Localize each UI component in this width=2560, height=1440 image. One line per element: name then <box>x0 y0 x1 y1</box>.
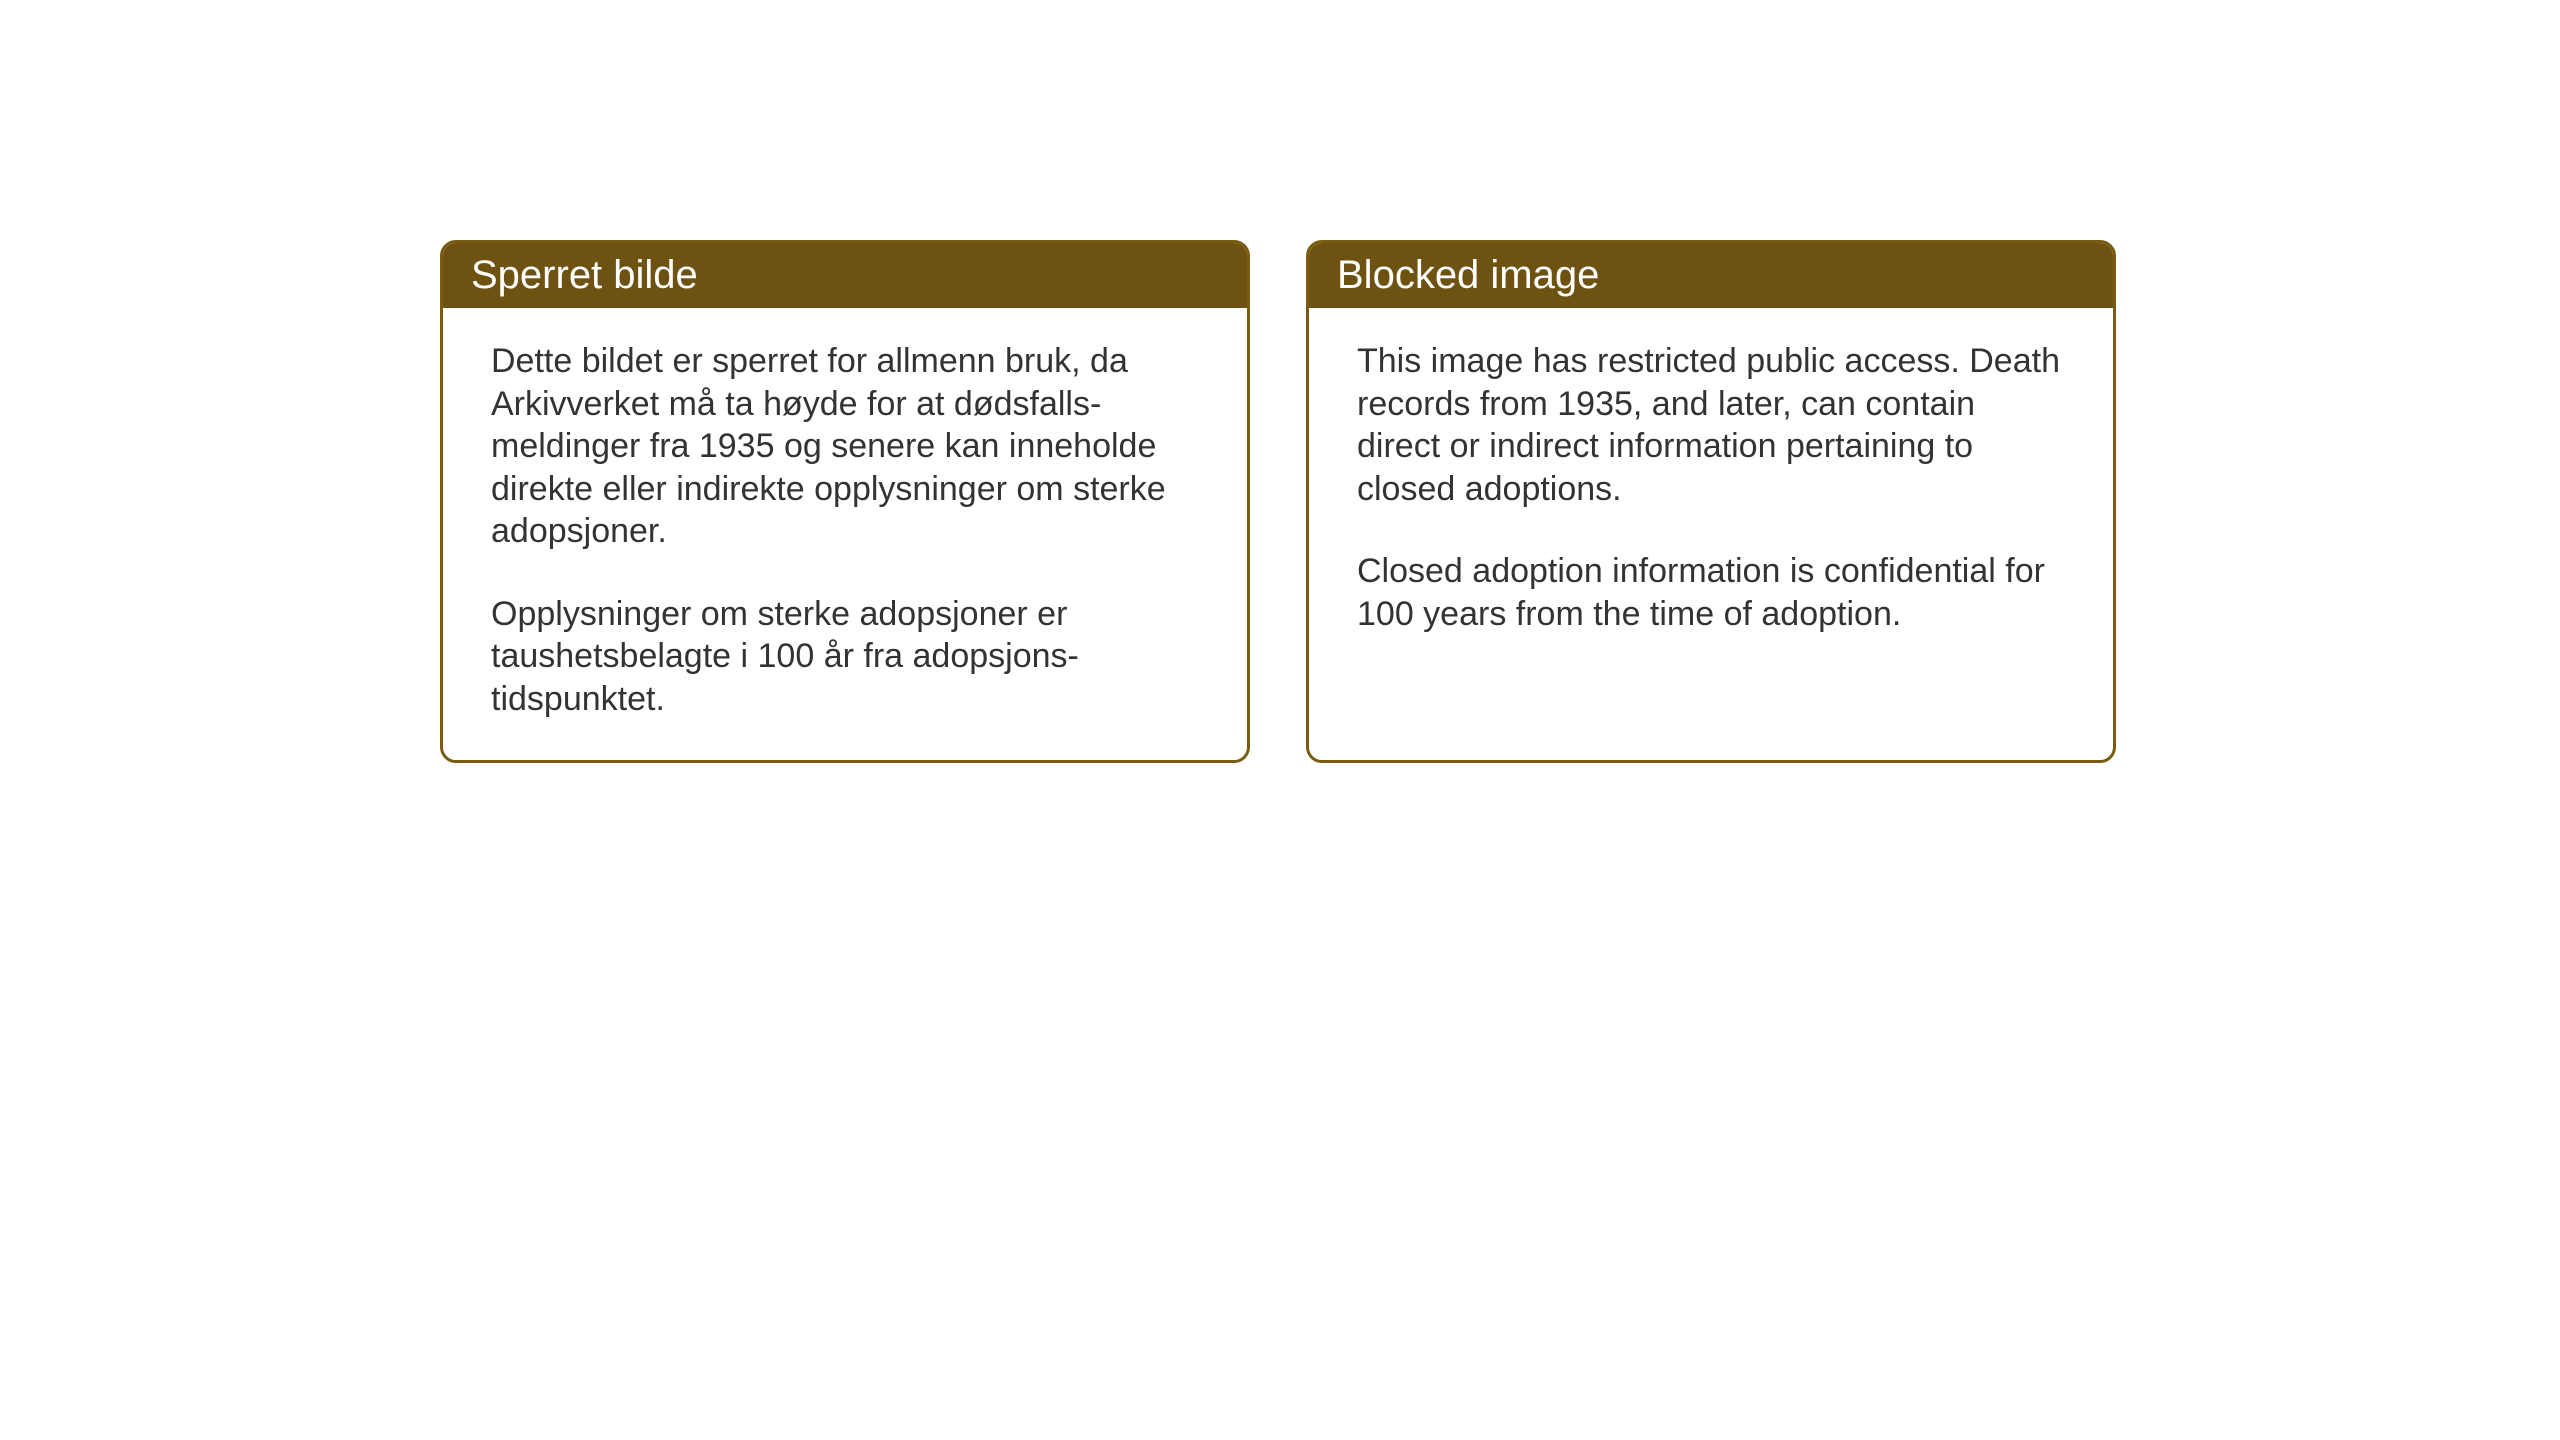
english-paragraph-1: This image has restricted public access.… <box>1357 340 2065 510</box>
norwegian-notice-body: Dette bildet er sperret for allmenn bruk… <box>443 308 1247 760</box>
norwegian-notice-header: Sperret bilde <box>443 243 1247 308</box>
english-notice-box: Blocked image This image has restricted … <box>1306 240 2116 763</box>
notice-container: Sperret bilde Dette bildet er sperret fo… <box>440 240 2116 763</box>
norwegian-title: Sperret bilde <box>471 253 698 297</box>
norwegian-notice-box: Sperret bilde Dette bildet er sperret fo… <box>440 240 1250 763</box>
english-notice-header: Blocked image <box>1309 243 2113 308</box>
english-title: Blocked image <box>1337 253 1599 297</box>
norwegian-paragraph-1: Dette bildet er sperret for allmenn bruk… <box>491 340 1199 553</box>
english-notice-body: This image has restricted public access.… <box>1309 308 2113 748</box>
norwegian-paragraph-2: Opplysninger om sterke adopsjoner er tau… <box>491 593 1199 721</box>
english-paragraph-2: Closed adoption information is confident… <box>1357 550 2065 635</box>
